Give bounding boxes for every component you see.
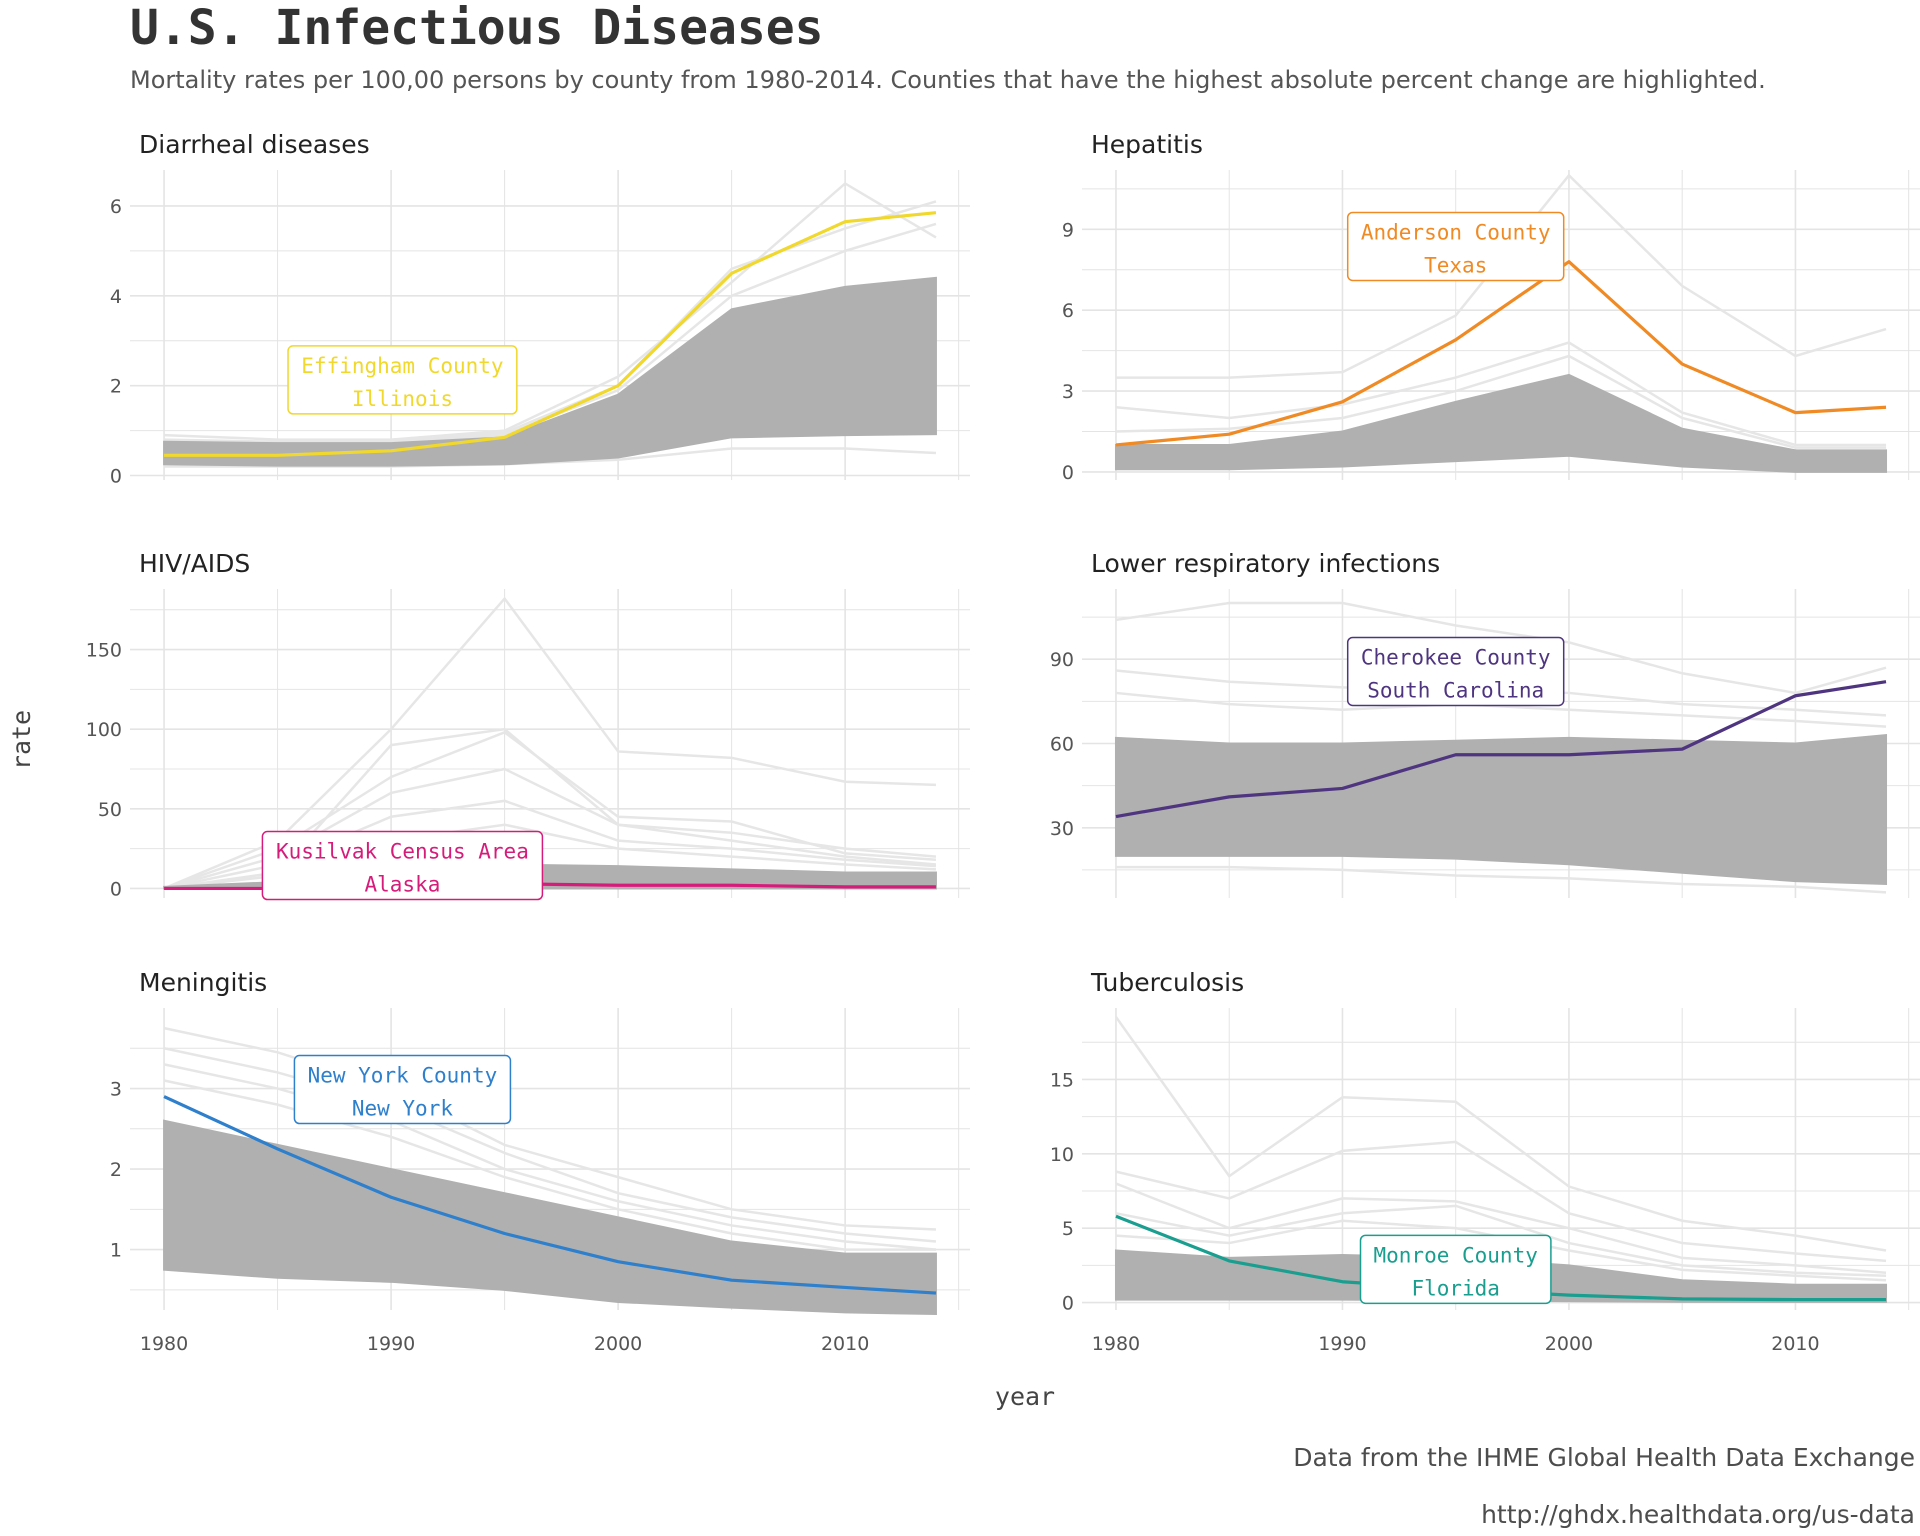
panel-title: Hepatitis [1091,130,1203,159]
x-tick-label: 2010 [821,1333,869,1355]
county-line [163,596,936,890]
panel-title: HIV/AIDS [139,549,250,578]
highlight-label: Kusilvak Census Area Alaska [261,830,544,901]
panel-title: Meningitis [139,968,267,997]
highlight-state-name: Illinois [352,387,453,411]
highlight-county-name: Monroe County [1374,1243,1538,1267]
highlight-state-name: Florida [1411,1276,1500,1300]
y-tick-label: 6 [110,196,122,218]
highlight-label-box [293,1054,512,1125]
county-lines-band [163,276,937,467]
panel-meningitis: Meningitis 1 2 3 1980 1990 2000 2010 New York Co… [110,968,970,1355]
county-lines-band [1114,373,1888,473]
chart-subtitle: Mortality rates per 100,00 persons by co… [130,66,1766,94]
y-tick-label: 5 [1062,1218,1074,1240]
panel-lower-respiratory-infections: Lower respiratory infections 30 60 90 Cherok… [1050,549,1920,898]
county-line [1115,354,1887,449]
county-line [1115,601,1887,695]
highlight-line-cherokee-county [1115,680,1887,819]
y-tick-label: 10 [1050,1144,1074,1166]
panel-hepatitis: Hepatitis 0 3 6 9 Anderson County Texas [1062,130,1920,484]
highlight-label-box [261,830,544,901]
x-tick-label: 2000 [1545,1333,1593,1355]
highlight-label: Anderson County Texas [1346,211,1565,282]
y-tick-label: 3 [110,1079,122,1101]
y-tick-label: 3 [1062,381,1074,403]
x-tick-label: 2010 [1771,1333,1819,1355]
highlight-label-box [1346,636,1565,707]
y-tick-label: 100 [86,719,122,741]
x-axis-title: year [995,1382,1055,1411]
highlight-line-anderson-county [1115,260,1887,447]
highlight-state-name: South Carolina [1367,678,1544,702]
county-line [1114,1016,1887,1252]
y-tick-label: 0 [110,466,122,488]
y-tick-label: 9 [1062,219,1074,241]
y-tick-label: 2 [110,376,122,398]
y-tick-label: 4 [110,286,122,308]
county-line [164,181,937,441]
y-tick-label: 60 [1050,734,1074,756]
panel-title: Lower respiratory infections [1091,549,1440,578]
county-line [1115,691,1887,728]
highlight-state-name: New York [352,1097,454,1121]
y-tick-label: 50 [98,799,122,821]
highlight-label: Effingham County Illinois [287,345,518,415]
y-axis-title: rate [7,710,36,770]
county-line [1115,341,1887,447]
highlight-county-name: Effingham County [301,354,503,378]
county-line [1115,1204,1887,1278]
panel-title: Tuberculosis [1090,968,1244,997]
highlight-state-name: Texas [1424,253,1487,277]
panel-hiv-aids: HIV/AIDS 0 50 100 150 Kusilvak Census Area Ala… [86,549,970,900]
x-tick-label: 1990 [1318,1333,1366,1355]
county-lines-band [163,1119,937,1316]
county-line [1115,1182,1887,1275]
y-tick-label: 90 [1050,649,1074,671]
y-tick-label: 6 [1062,300,1074,322]
y-tick-label: 0 [1062,462,1074,484]
highlight-county-name: Kusilvak Census Area [276,840,529,864]
y-tick-label: 0 [1062,1293,1074,1315]
county-lines-band [1114,733,1888,885]
chart-title: U.S. Infectious Diseases [130,0,824,56]
highlight-label: Monroe County Florida [1359,1234,1552,1305]
highlight-label: New York County New York [293,1054,512,1125]
highlight-county-name: Cherokee County [1361,645,1551,669]
x-tick-label: 1980 [140,1333,188,1355]
highlight-label: Cherokee County South Carolina [1346,636,1565,707]
y-tick-label: 0 [110,878,122,900]
county-line [164,200,937,444]
highlight-label-box [1346,211,1565,282]
highlight-state-name: Alaska [365,873,441,897]
county-line [1115,865,1887,894]
highlight-line-new-york-county [163,1095,937,1295]
panel-title: Diarrheal diseases [139,130,370,159]
y-tick-label: 150 [86,640,122,662]
county-line [1115,1140,1887,1263]
y-tick-label: 30 [1050,818,1074,840]
y-tick-label: 1 [110,1240,122,1262]
panel-tuberculosis: Tuberculosis 0 5 10 15 1980 1990 2000 2010 Monroe… [1050,968,1920,1355]
caption-source: Data from the IHME Global Health Data Ex… [1293,1443,1915,1472]
y-tick-label: 15 [1050,1069,1074,1091]
y-tick-label: 2 [110,1159,122,1181]
x-tick-label: 1990 [367,1333,415,1355]
highlight-label-box [1359,1234,1552,1305]
x-tick-label: 2000 [594,1333,642,1355]
panel-diarrheal-diseases: Diarrheal diseases 0 2 4 6 Effingham County Il… [110,130,970,488]
caption-url: http://ghdx.healthdata.org/us-data [1481,1500,1915,1529]
highlight-county-name: New York County [308,1064,498,1088]
x-tick-label: 1980 [1092,1333,1140,1355]
highlight-label-box [287,345,518,415]
highlight-line-effingham-county [164,211,937,457]
highlight-county-name: Anderson County [1361,220,1551,244]
